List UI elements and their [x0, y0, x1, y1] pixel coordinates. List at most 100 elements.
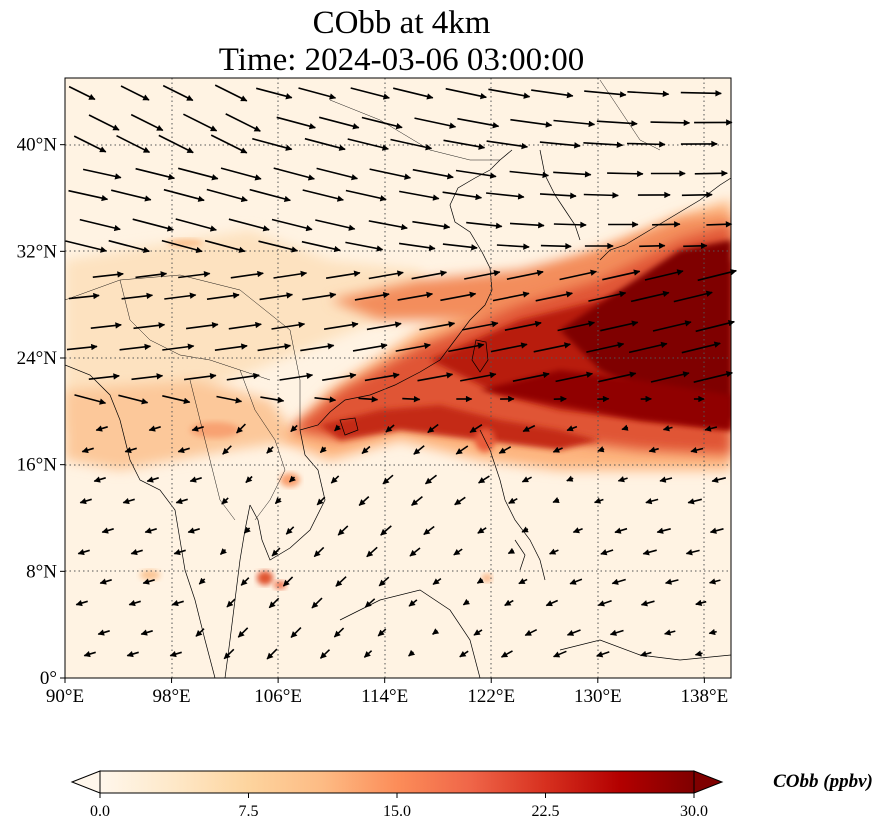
wind-arrow	[694, 650, 703, 657]
lat-axis: 0° 8°N 16°N 24°N 32°N 40°N	[17, 135, 65, 689]
wind-arrow	[230, 270, 264, 279]
wind-arrow	[432, 577, 442, 586]
wind-arrow	[496, 243, 530, 250]
wind-arrow	[432, 628, 440, 635]
wind-arrow	[477, 527, 487, 534]
wind-arrow	[509, 170, 550, 179]
wind-arrow	[690, 446, 704, 454]
wind-arrow	[226, 598, 236, 608]
wind-arrow	[301, 240, 341, 253]
wind-arrow	[225, 113, 261, 132]
colorbar: 0.0 7.5 15.0 22.5 30.0 CObb (ppbv)	[70, 770, 873, 820]
wind-arrow	[189, 476, 202, 483]
wind-arrow	[509, 222, 545, 229]
wind-arrow	[126, 650, 139, 658]
wind-arrow	[187, 527, 200, 534]
wind-arrow	[73, 135, 107, 153]
wind-arrow	[214, 84, 248, 102]
wind-arrow	[258, 240, 299, 253]
lat-tick-label: 24°N	[17, 348, 58, 369]
wind-arrow	[427, 423, 439, 434]
wind-arrow	[358, 396, 379, 403]
wind-arrow	[695, 599, 707, 607]
wind-arrow	[507, 547, 515, 555]
wind-arrow	[162, 84, 194, 102]
wind-arrow	[206, 188, 248, 203]
wind-arrow	[175, 218, 217, 232]
wind-arrow	[345, 241, 384, 252]
wind-arrow	[347, 138, 389, 151]
wind-arrow	[411, 270, 448, 280]
wind-arrow	[709, 527, 724, 534]
wind-arrow	[364, 598, 376, 608]
lon-tick-label: 130°E	[574, 686, 622, 707]
wind-arrow	[478, 475, 490, 484]
wind-arrow	[216, 395, 243, 404]
wind-arrow	[316, 496, 326, 506]
wind-arrow	[279, 372, 314, 381]
wind-arrow	[596, 120, 638, 127]
wind-arrow	[597, 446, 605, 453]
wind-arrow	[377, 628, 387, 637]
lon-tick-label: 106°E	[254, 686, 302, 707]
wind-arrow	[245, 475, 253, 484]
wind-arrow	[116, 134, 151, 154]
wind-arrow	[531, 89, 574, 99]
wind-arrow	[177, 167, 219, 181]
wind-arrow	[681, 341, 721, 354]
wind-arrow	[65, 240, 108, 253]
wind-arrow	[228, 321, 262, 330]
wind-arrow	[626, 141, 666, 148]
wind-arrow	[259, 292, 294, 301]
wind-arrow	[148, 425, 161, 432]
wind-arrow	[90, 322, 122, 329]
wind-arrow	[521, 526, 529, 533]
wind-arrow	[697, 268, 737, 282]
wind-arrow	[413, 445, 425, 455]
wind-arrow	[252, 137, 293, 151]
lat-tick-label: 0°	[40, 668, 57, 689]
wind-arrow	[334, 424, 341, 432]
wind-arrow	[664, 629, 676, 636]
wind-arrow	[268, 597, 280, 609]
wind-arrow	[393, 87, 434, 100]
wind-arrow	[140, 629, 153, 636]
wind-arrow	[423, 525, 435, 536]
wind-arrow	[518, 578, 528, 585]
wind-arrow	[368, 220, 408, 231]
wind-arrow	[539, 141, 581, 149]
wind-arrow	[586, 342, 625, 353]
wind-arrow	[175, 497, 188, 505]
wind-arrow	[97, 629, 110, 636]
wind-arrow	[79, 497, 92, 505]
wind-arrow	[178, 271, 211, 279]
wind-arrow	[273, 270, 308, 279]
wind-arrow	[687, 498, 702, 505]
wind-arrow	[243, 526, 251, 534]
wind-arrow	[68, 85, 96, 101]
wind-arrow	[290, 627, 302, 638]
wind-arrow	[118, 394, 149, 405]
wind-arrow	[177, 446, 190, 454]
wind-arrow	[708, 628, 717, 636]
colorbar-tick-label: 30.0	[680, 803, 708, 820]
wind-arrow	[240, 577, 250, 586]
wind-arrow	[466, 221, 503, 229]
wind-arrow	[572, 527, 583, 534]
wind-arrow	[412, 168, 454, 180]
wind-arrow	[549, 548, 559, 555]
colorbar-label: CObb (ppbv)	[773, 771, 873, 792]
wind-arrow	[226, 372, 260, 381]
wind-arrow	[93, 476, 106, 483]
wind-arrow	[414, 117, 457, 129]
wind-arrow	[79, 218, 121, 232]
wind-arrow	[680, 90, 722, 97]
wind-arrow	[378, 576, 390, 587]
wind-arrow	[711, 476, 726, 483]
wind-arrow	[500, 650, 513, 658]
wind-arrow	[380, 525, 392, 536]
wind-arrow	[361, 445, 371, 455]
wind-arrow	[354, 291, 390, 301]
wind-arrow	[74, 394, 107, 405]
